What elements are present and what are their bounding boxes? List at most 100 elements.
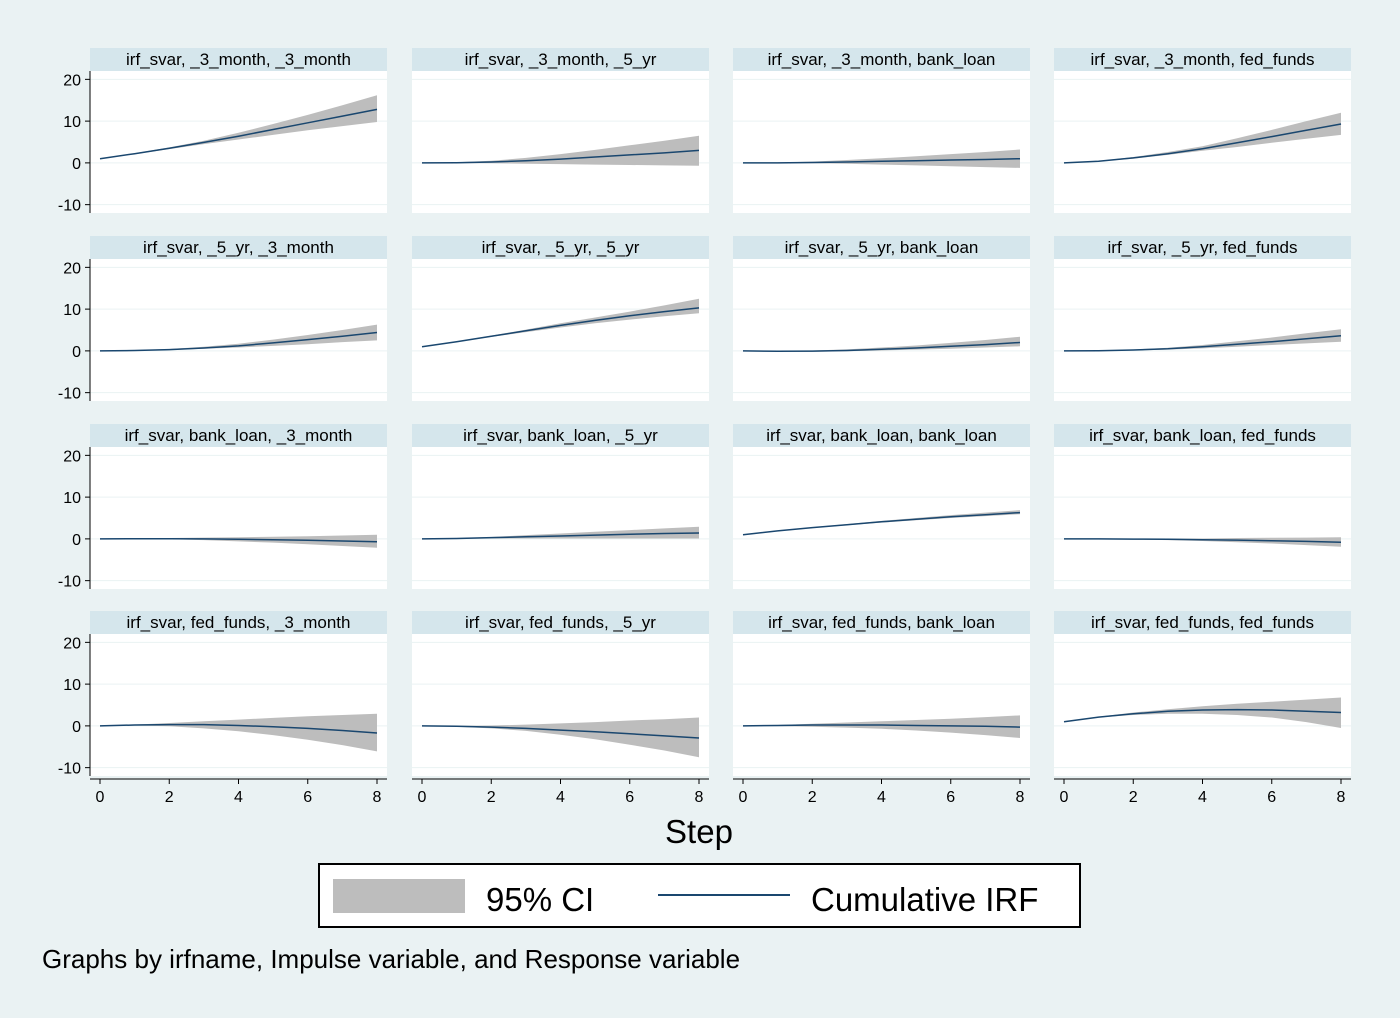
panel-title: irf_svar, _5_yr, _5_yr (482, 238, 640, 257)
irf-line (742, 724, 1021, 728)
x-tick-label: 8 (373, 789, 382, 806)
panel-title-strip (412, 611, 709, 634)
plot-area (90, 447, 387, 589)
panel: irf_svar, _3_month, _3_month (90, 48, 387, 213)
ci-band (100, 95, 377, 159)
panel-title: irf_svar, fed_funds, _5_yr (465, 613, 656, 632)
x-tick-label: 2 (808, 789, 817, 806)
plot-area (412, 259, 709, 401)
panel-title-strip (733, 48, 1030, 71)
y-tick-label: 0 (72, 719, 81, 736)
x-tick-label: 8 (1337, 789, 1346, 806)
panel-title: irf_svar, bank_loan, _3_month (125, 426, 353, 445)
panel-title: irf_svar, bank_loan, _5_yr (463, 426, 658, 445)
panel-title: irf_svar, fed_funds, fed_funds (1091, 613, 1314, 632)
panel-title-strip (1054, 424, 1351, 447)
panel: irf_svar, _3_month, bank_loan (733, 48, 1030, 213)
x-tick-label: 6 (303, 789, 312, 806)
y-tick-label: 10 (63, 114, 81, 131)
y-axis-ticks: 20 10 0 -10 20 10 0 -10 20 10 0 -10 20 10 0 -10 (58, 71, 91, 778)
irf-line (1063, 708, 1342, 723)
panel: irf_svar, fed_funds, _3_month (90, 611, 387, 776)
panel: irf_svar, bank_loan, _5_yr (412, 424, 709, 589)
panel-title-strip (733, 424, 1030, 447)
plot-area (1054, 447, 1351, 589)
panel-title-strip (412, 236, 709, 259)
irf-line (742, 341, 1021, 353)
irf-line (742, 511, 1021, 536)
irf-line (421, 149, 700, 164)
plot-area (412, 447, 709, 589)
panel-title-strip (733, 236, 1030, 259)
ci-band (743, 149, 1020, 168)
panel: irf_svar, _5_yr, _5_yr (412, 236, 709, 401)
ci-band (1064, 112, 1341, 163)
irf-line (99, 537, 378, 543)
ci-band (422, 526, 699, 539)
y-tick-label: 20 (63, 260, 81, 277)
y-tick-label: 0 (72, 156, 81, 173)
x-tick-label: 0 (418, 789, 427, 806)
legend: 95% CI Cumulative IRF (318, 863, 1081, 928)
irf-line (99, 723, 378, 734)
panel: irf_svar, fed_funds, _5_yr (412, 611, 709, 776)
x-tick-label: 0 (739, 789, 748, 806)
y-tick-label: 10 (63, 302, 81, 319)
panel-title: irf_svar, _5_yr, fed_funds (1108, 238, 1298, 257)
panel-title: irf_svar, _5_yr, bank_loan (785, 238, 979, 257)
plot-area (733, 71, 1030, 213)
panel-title-strip (90, 48, 387, 71)
irf-line (1064, 538, 1342, 543)
x-tick-label: 6 (1267, 789, 1276, 806)
x-tick-label: 8 (1016, 789, 1025, 806)
panel: irf_svar, _5_yr, bank_loan (733, 236, 1030, 401)
panel: irf_svar, _5_yr, _3_month (90, 236, 387, 401)
panel-title: irf_svar, bank_loan, bank_loan (766, 426, 997, 445)
irf-line (99, 108, 378, 160)
irf-line (421, 725, 700, 739)
panel-title: irf_svar, _3_month, _3_month (126, 50, 351, 69)
ci-band (100, 713, 377, 752)
y-tick-label: -10 (58, 761, 81, 778)
panel: irf_svar, fed_funds, fed_funds (1054, 611, 1351, 776)
ci-band (1064, 537, 1341, 547)
panel: irf_svar, bank_loan, bank_loan (733, 424, 1030, 589)
x-tick-label: 8 (695, 789, 704, 806)
x-tick-label: 2 (1129, 789, 1138, 806)
panel-title: irf_svar, _5_yr, _3_month (143, 238, 334, 257)
y-tick-label: 20 (63, 72, 81, 89)
panel: irf_svar, _3_month, fed_funds (1054, 48, 1351, 213)
panel-title: irf_svar, fed_funds, _3_month (127, 613, 351, 632)
plot-area (90, 634, 387, 776)
irf-line (743, 157, 1021, 164)
panel-title-strip (412, 424, 709, 447)
panel: irf_svar, _5_yr, fed_funds (1054, 236, 1351, 401)
irf-line (1063, 335, 1342, 352)
plot-area (90, 259, 387, 401)
plot-area (733, 447, 1030, 589)
y-tick-label: -10 (58, 574, 81, 591)
irf-line (99, 331, 378, 352)
panel-title: irf_svar, _3_month, fed_funds (1091, 50, 1315, 69)
figure-note: Graphs by irfname, Impulse variable, and… (42, 944, 740, 974)
ci-band (100, 534, 377, 548)
y-tick-label: 20 (63, 635, 81, 652)
legend-irf-label: Cumulative IRF (811, 881, 1038, 918)
panel-title-strip (1054, 236, 1351, 259)
x-tick-label: 4 (556, 789, 565, 806)
panel-title-strip (412, 48, 709, 71)
panel-title-strip (90, 424, 387, 447)
y-tick-label: 10 (63, 677, 81, 694)
x-axis-ticks: 0 2 4 6 8 0 2 4 6 8 0 2 4 6 8 0 2 4 6 8 (90, 778, 1351, 806)
irf-line (421, 307, 700, 348)
x-tick-label: 4 (1198, 789, 1207, 806)
ci-band (743, 715, 1020, 738)
y-tick-label: 10 (63, 490, 81, 507)
x-axis-title: Step (665, 813, 733, 850)
x-tick-label: 2 (165, 789, 174, 806)
x-tick-label: 4 (234, 789, 243, 806)
y-tick-label: 0 (72, 532, 81, 549)
x-tick-label: 6 (946, 789, 955, 806)
x-tick-label: 6 (625, 789, 634, 806)
